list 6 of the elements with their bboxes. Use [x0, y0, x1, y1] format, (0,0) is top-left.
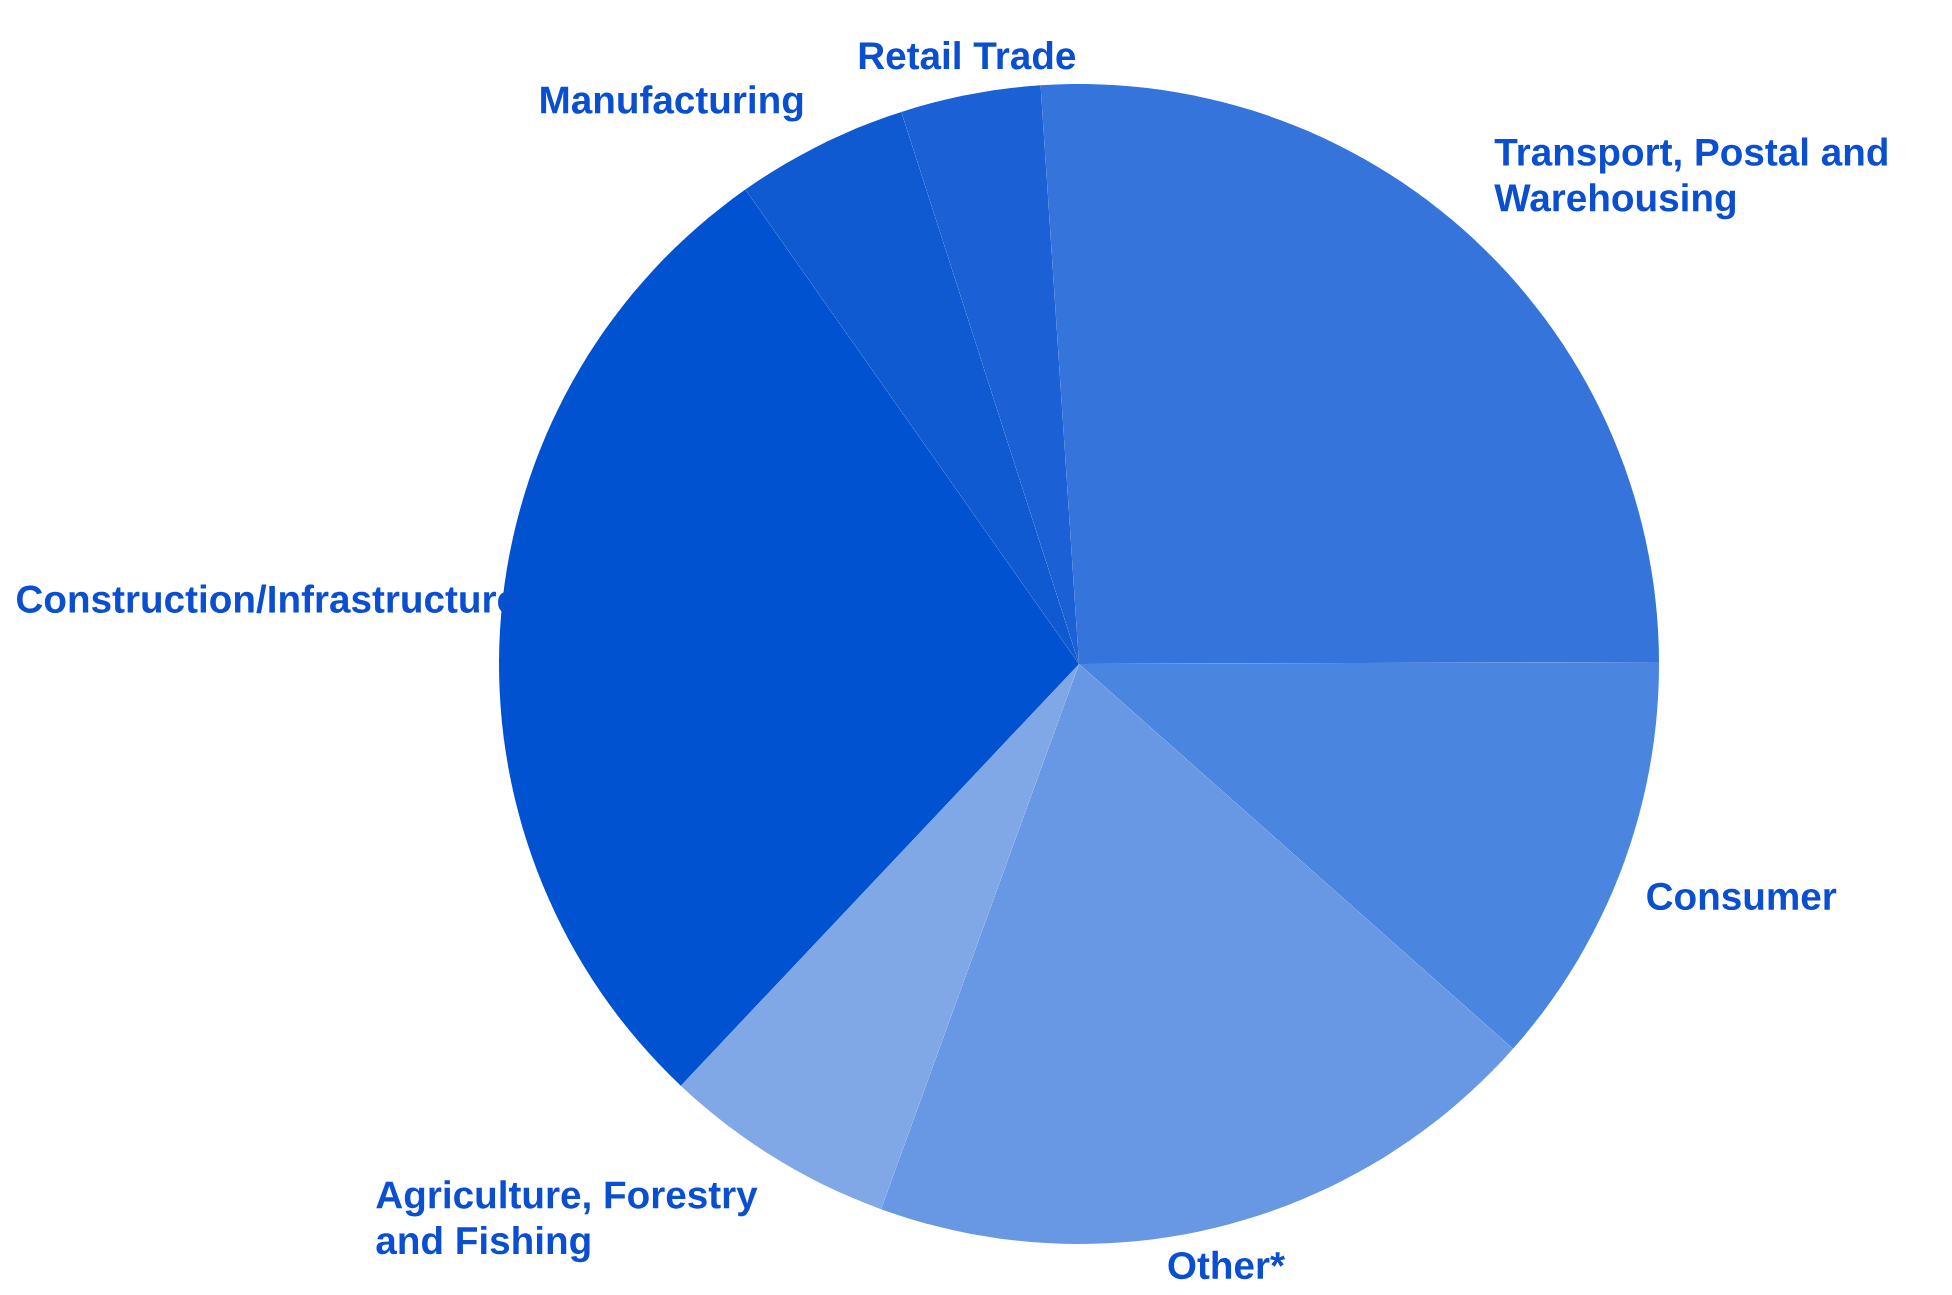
slice-label: Manufacturing	[541, 85, 803, 122]
slice-label: Consumer	[1647, 882, 1837, 911]
slice-label: Retail Trade	[859, 41, 1076, 70]
slice-label: Transport, Postal and Warehousing	[1494, 137, 1887, 220]
slice-label: Other*	[1168, 1250, 1286, 1280]
slice-label: Agriculture, Forestry and Fishing	[376, 1180, 758, 1263]
